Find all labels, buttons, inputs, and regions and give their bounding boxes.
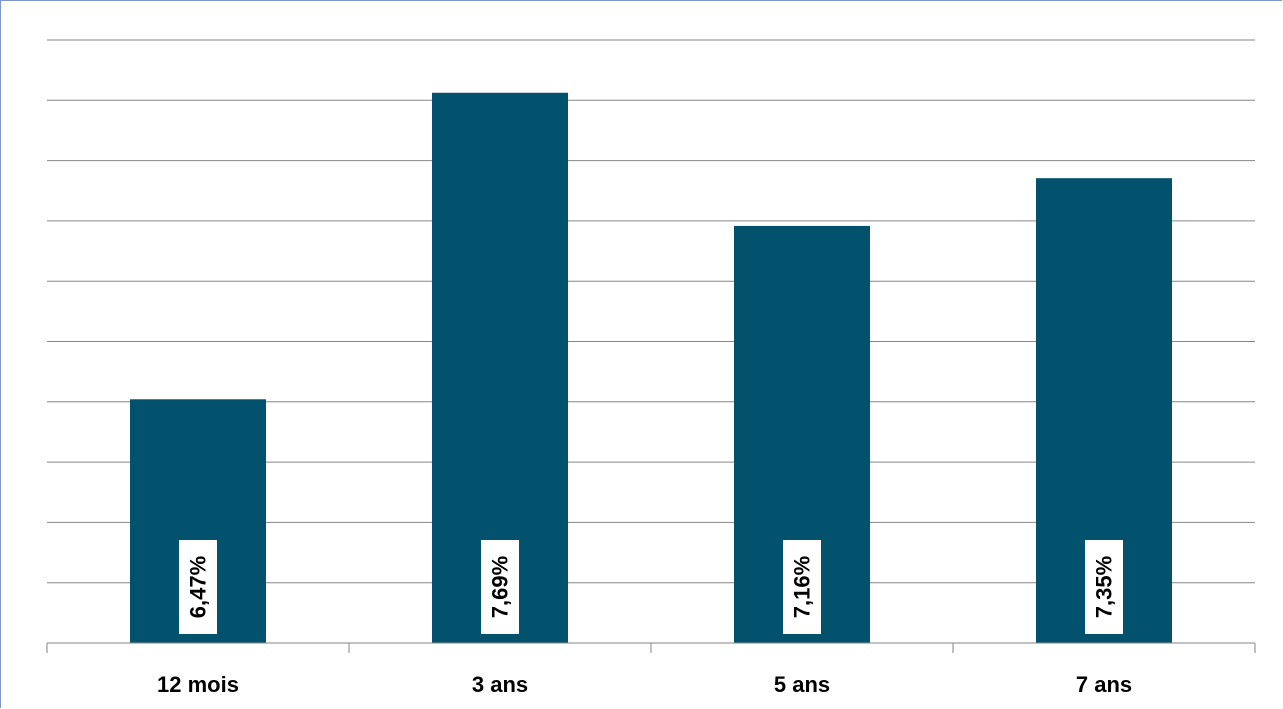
data-label-box xyxy=(179,540,217,634)
x-tick-label: 7 ans xyxy=(1076,672,1132,697)
data-label-box xyxy=(481,540,519,634)
data-label: 7,69% xyxy=(488,556,513,618)
data-label-box xyxy=(783,540,821,634)
data-label: 6,47% xyxy=(186,556,211,618)
x-axis: 12 mois 3 ans 5 ans 7 ans xyxy=(46,642,1256,697)
bars xyxy=(130,92,1172,644)
data-label: 7,16% xyxy=(790,556,815,618)
x-tick-label: 12 mois xyxy=(157,672,239,697)
data-label: 7,35% xyxy=(1092,556,1117,618)
data-label-box xyxy=(1085,540,1123,634)
x-tick-label: 3 ans xyxy=(472,672,528,697)
data-labels: 6,47% 7,69% 7,16% 7,35% xyxy=(179,540,1123,634)
x-tick-label: 5 ans xyxy=(774,672,830,697)
